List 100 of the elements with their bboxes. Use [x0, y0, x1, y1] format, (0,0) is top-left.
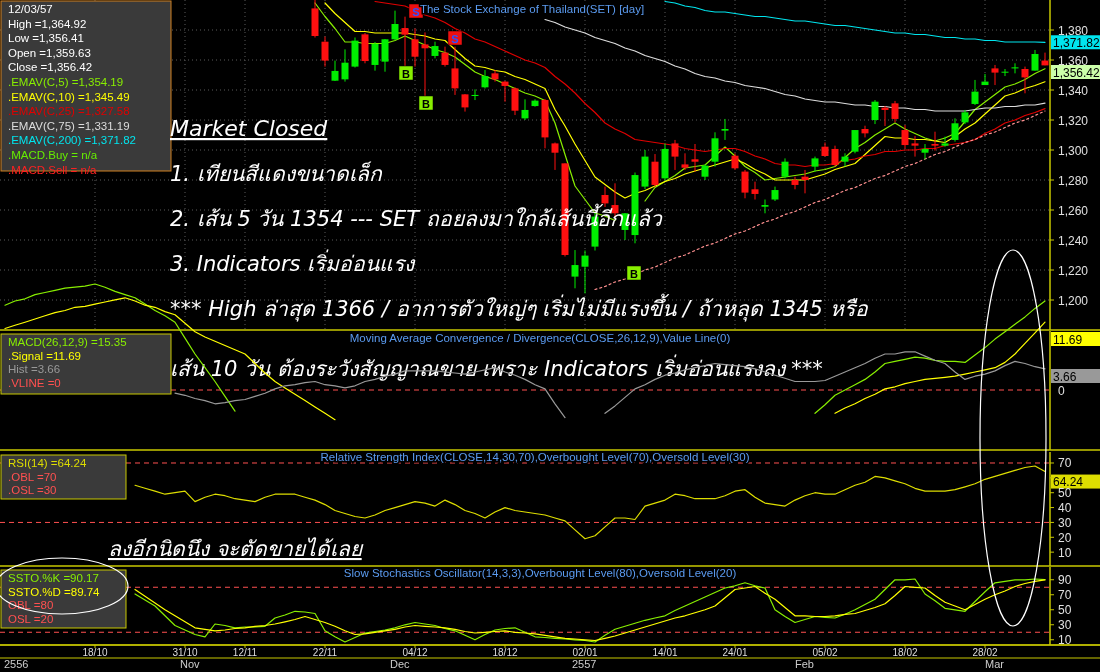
- annotation: .MACD.Buy = n/a: [8, 149, 98, 161]
- annotation: B: [630, 267, 639, 280]
- text: 2557: [572, 658, 597, 670]
- candlestick: [371, 41, 379, 72]
- y-tick-label: 1,280: [1058, 173, 1089, 188]
- candlestick: [551, 142, 559, 171]
- text: SSTO.%D =89.74: [8, 585, 101, 598]
- annotation: Low =1,356.41: [8, 32, 84, 45]
- chart-title: Relative Strength Index(CLOSE,14,30,70),Overbought Level(70),Oversold Level(30): [320, 451, 750, 463]
- annotation: Open =1,359.63: [8, 46, 91, 59]
- candlestick: [991, 64, 999, 86]
- candlestick: [831, 145, 839, 168]
- text: .EMAV(C,5) =1,354.19: [8, 76, 124, 88]
- ref-line-label: .VLINE =0: [8, 376, 61, 389]
- candlestick: [381, 38, 389, 73]
- text: .EMAV(C,200) =1,371.82: [8, 134, 136, 147]
- ref-line-label: OSL =20: [8, 612, 54, 625]
- candlestick: [691, 143, 699, 173]
- y-tick-label: 1,260: [1058, 203, 1089, 218]
- candlestick: [891, 100, 899, 123]
- y-tick-label: 1,200: [1058, 293, 1089, 308]
- candlestick: [1011, 62, 1019, 74]
- candlestick: [411, 28, 419, 68]
- candlestick: [871, 99, 879, 125]
- candlestick: [671, 139, 679, 171]
- candlestick: [1001, 68, 1009, 77]
- candlestick: [391, 10, 399, 41]
- y-tick-label: 30: [1058, 515, 1072, 530]
- annotation: High =1,364.92: [8, 17, 87, 30]
- y-tick-label: 1,360: [1058, 53, 1089, 68]
- annotation: B: [422, 97, 431, 110]
- text: 3.66: [1053, 369, 1077, 384]
- candlestick: [751, 181, 759, 200]
- y-tick-label: 10: [1058, 545, 1072, 560]
- data-label: 1,371.82: [1053, 35, 1100, 50]
- text: .EMAV(C,10) =1,345.49: [8, 90, 130, 103]
- x-tick-label: 02/01: [572, 646, 598, 658]
- candlestick: [791, 176, 799, 190]
- text: .EMAV(C,75) =1,331.19: [8, 119, 130, 132]
- x-tick-label: 04/12: [402, 646, 428, 658]
- x-tick-label: 22/11: [312, 646, 338, 658]
- y-tick-label: 50: [1058, 486, 1072, 501]
- candlestick: [681, 152, 689, 171]
- candlestick: [321, 36, 329, 68]
- candlestick: [841, 152, 849, 168]
- annotation: .MACD.Sell = n/a: [8, 163, 98, 176]
- y-tick-label: 1,240: [1058, 233, 1089, 248]
- candlestick: [931, 131, 939, 152]
- annotation: S: [412, 5, 420, 18]
- x-tick-label: 24/01: [722, 646, 748, 658]
- text: Mar: [985, 658, 1005, 670]
- x-tick-label: 14/01: [652, 646, 678, 658]
- candlestick: [421, 31, 429, 98]
- text: Moving Average Convergence / Divergence(CLOSE,26,12,9),Value Line(0): [349, 332, 731, 344]
- text: 0: [1058, 383, 1065, 398]
- y-tick-label: 50: [1058, 603, 1072, 618]
- candlestick: [761, 199, 769, 214]
- y-tick-label: 1,320: [1058, 113, 1089, 128]
- candlestick: [481, 69, 489, 89]
- x-tick-label: 28/02: [972, 646, 998, 658]
- candlestick: [861, 125, 869, 138]
- x-tick-label: 18/10: [82, 646, 108, 658]
- text: RSI(14) =64.24: [8, 457, 87, 469]
- text: Dec: [390, 658, 411, 670]
- text: 11.69: [1053, 332, 1083, 347]
- candlestick: [721, 118, 729, 141]
- y-tick-label: 1,380: [1058, 23, 1089, 38]
- y-tick-label: 10: [1058, 633, 1072, 648]
- y-tick-label: 30: [1058, 618, 1072, 633]
- series-label: .Signal =11.69: [8, 349, 81, 362]
- y-tick-label: 40: [1058, 501, 1072, 516]
- candlestick: [951, 117, 959, 143]
- text: Nov: [180, 658, 201, 670]
- candlestick: [651, 153, 659, 188]
- ref-line-label: .OSL =30: [8, 484, 57, 496]
- candlestick: [741, 169, 749, 199]
- text: SSTO.%K =90.17: [8, 572, 99, 584]
- candlestick: [341, 48, 349, 83]
- candlestick: [1031, 49, 1039, 72]
- candlestick: [501, 80, 509, 103]
- candlestick: [711, 131, 719, 168]
- annotation: Market Closed: [170, 116, 329, 141]
- annotation: 3. Indicators เริ่มอ่อนแรง: [170, 249, 417, 276]
- candlestick: [911, 135, 919, 158]
- candlestick: [971, 79, 979, 106]
- y-tick-label: 1,300: [1058, 143, 1089, 158]
- text: MACD(26,12,9) =15.35: [8, 336, 127, 348]
- candlestick: [451, 46, 459, 96]
- annotation: Close =1,356.42: [8, 61, 93, 74]
- x-tick-label: 05/02: [812, 646, 838, 658]
- candlestick: [941, 136, 949, 148]
- text: Hist =3.66: [8, 363, 61, 375]
- annotation: 12/03/57: [8, 3, 53, 15]
- candlestick: [401, 16, 409, 67]
- annotation: ลงอีกนิดนึง จะตัดขายได้เลย: [108, 537, 364, 561]
- candlestick: [581, 250, 589, 294]
- x-tick-label: 12/11: [232, 646, 258, 658]
- ref-line-label: .OBL =70: [8, 470, 57, 483]
- y-tick-label: 20: [1058, 530, 1072, 545]
- candlestick: [1021, 66, 1029, 94]
